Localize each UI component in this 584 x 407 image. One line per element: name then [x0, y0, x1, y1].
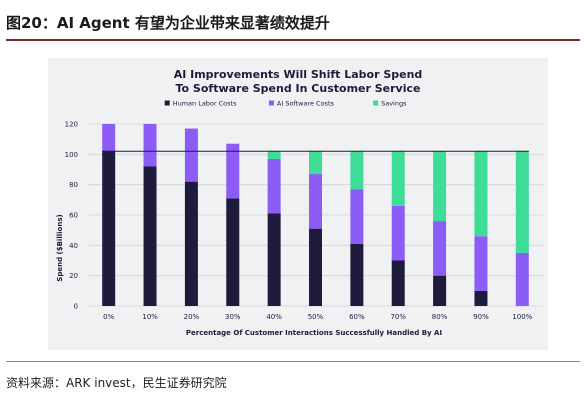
x-tick-label-9: 90% — [473, 313, 489, 321]
figure-title: 图20：AI Agent 有望为企业带来显著绩效提升 — [6, 14, 330, 32]
legend-swatch-2 — [373, 100, 379, 106]
bar-0-0 — [102, 151, 116, 306]
bar-1-10 — [515, 252, 529, 306]
bar-1-4 — [267, 158, 281, 214]
y-tick-label-0: 0 — [74, 303, 78, 311]
legend-swatch-0 — [164, 100, 170, 106]
y-tick-label-4: 80 — [69, 181, 78, 189]
legend-label-2: Savings — [381, 100, 407, 108]
legend-label-1: AI Software Costs — [277, 100, 335, 108]
y-tick-label-3: 60 — [69, 212, 78, 220]
x-tick-label-6: 60% — [349, 313, 365, 321]
chart-bars — [102, 124, 529, 306]
bar-2-10 — [515, 151, 529, 253]
x-axis-label: Percentage Of Customer Interactions Succ… — [186, 329, 442, 337]
legend-label-0: Human Labor Costs — [173, 100, 237, 108]
bar-1-6 — [350, 189, 364, 244]
chart-title-line-2: To Software Spend In Customer Service — [176, 82, 421, 95]
x-tick-labels: 0% 10% 20% 30% 40% 50% 60% 70% 80% 90% 100% — [103, 313, 533, 321]
bar-0-4 — [267, 213, 281, 306]
bar-0-1 — [143, 166, 157, 306]
y-tick-label-1: 20 — [69, 272, 78, 280]
bar-2-9 — [474, 151, 488, 237]
bar-1-0 — [102, 124, 116, 152]
bar-1-9 — [474, 236, 488, 291]
source-note: 资料来源：ARK invest，民生证券研究院 — [6, 376, 227, 390]
y-tick-label-6: 120 — [65, 121, 78, 129]
x-tick-label-8: 80% — [432, 313, 448, 321]
footer-rule — [6, 361, 580, 362]
x-tick-label-7: 70% — [390, 313, 406, 321]
bar-1-8 — [433, 221, 447, 276]
x-tick-label-4: 40% — [266, 313, 282, 321]
bar-0-5 — [309, 228, 322, 306]
y-tick-label-2: 40 — [69, 242, 78, 250]
chart-title-line-1: AI Improvements Will Shift Labor Spend — [174, 68, 423, 81]
bar-0-3 — [226, 198, 240, 306]
x-tick-label-3: 30% — [225, 313, 241, 321]
y-tick-label-5: 100 — [65, 151, 78, 159]
x-tick-label-5: 50% — [308, 313, 324, 321]
bar-1-2 — [184, 128, 198, 182]
bar-2-7 — [391, 151, 405, 206]
chart-legend: Human Labor Costs AI Software Costs Saving… — [164, 100, 407, 108]
bar-1-7 — [391, 205, 405, 261]
x-tick-label-10: 100% — [512, 313, 532, 321]
bar-0-7 — [391, 260, 405, 306]
bar-1-3 — [226, 143, 240, 199]
chart-svg: AI Improvements Will Shift Labor Spend T… — [56, 68, 543, 337]
bar-0-2 — [184, 181, 198, 306]
bar-0-6 — [350, 243, 364, 306]
x-tick-label-1: 10% — [142, 313, 158, 321]
bar-2-4 — [267, 151, 281, 159]
bar-0-8 — [433, 275, 447, 306]
bar-1-5 — [309, 174, 322, 229]
chart-panel: AI Improvements Will Shift Labor Spend T… — [48, 58, 548, 350]
bar-1-1 — [143, 124, 157, 167]
y-axis-label: Spend ($Billions) — [56, 214, 64, 281]
bar-2-6 — [350, 151, 364, 190]
title-rule — [6, 39, 580, 41]
legend-swatch-1 — [268, 100, 274, 106]
y-tick-labels: 0 20 40 60 80 100 120 — [65, 121, 78, 311]
bar-2-5 — [309, 151, 322, 175]
bar-0-9 — [474, 290, 488, 306]
bar-2-8 — [433, 151, 447, 222]
x-tick-label-0: 0% — [103, 313, 114, 321]
x-tick-label-2: 20% — [184, 313, 200, 321]
